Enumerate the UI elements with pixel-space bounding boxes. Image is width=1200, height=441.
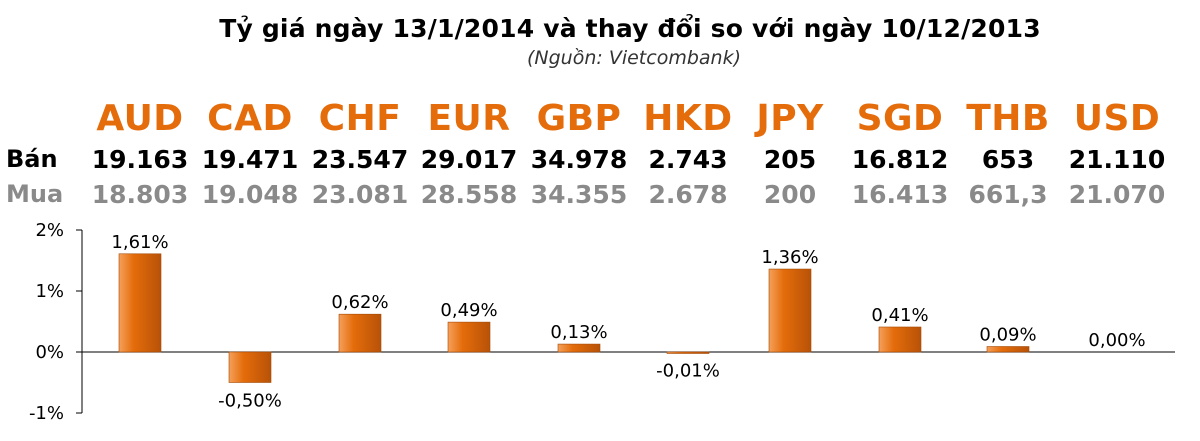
data-label-thb: 0,09% xyxy=(979,325,1036,346)
currency-code: EUR xyxy=(427,98,511,139)
bar-gbp xyxy=(557,343,601,353)
buy-rate: 21.070 xyxy=(1068,180,1166,209)
sell-row-label: Bán xyxy=(6,145,58,173)
data-label-eur: 0,49% xyxy=(440,300,497,321)
buy-rate: 2.678 xyxy=(648,180,728,209)
buy-rate: 16.413 xyxy=(851,180,949,209)
bar-sgd xyxy=(878,326,922,353)
currency-code: AUD xyxy=(96,98,184,139)
data-label-usd: 0,00% xyxy=(1088,330,1145,351)
currency-code: JPY xyxy=(756,98,824,139)
buy-rate: 23.081 xyxy=(311,180,409,209)
buy-rate: 19.048 xyxy=(201,180,299,209)
currency-code: CHF xyxy=(318,98,402,139)
currency-code: THB xyxy=(966,98,1050,139)
sell-rate: 16.812 xyxy=(851,145,949,174)
buy-rate: 34.355 xyxy=(530,180,628,209)
buy-rate: 200 xyxy=(763,180,817,209)
y-tick-label: 1% xyxy=(35,281,64,302)
bar-eur xyxy=(447,321,491,353)
sell-rate: 2.743 xyxy=(648,145,728,174)
sell-rate: 29.017 xyxy=(420,145,518,174)
currency-code: SGD xyxy=(856,98,944,139)
sell-rate: 23.547 xyxy=(311,145,409,174)
y-tick-label: 0% xyxy=(35,342,64,363)
data-label-hkd: -0,01% xyxy=(656,361,720,382)
buy-rate: 18.803 xyxy=(91,180,189,209)
currency-code: GBP xyxy=(536,98,622,139)
data-label-gbp: 0,13% xyxy=(550,322,607,343)
data-label-sgd: 0,41% xyxy=(871,305,928,326)
data-label-jpy: 1,36% xyxy=(761,247,818,268)
bar-jpy xyxy=(768,268,812,353)
sell-rate: 19.163 xyxy=(91,145,189,174)
bar-thb xyxy=(986,346,1030,353)
bar-chf xyxy=(338,313,382,353)
y-tick-label: -1% xyxy=(29,403,64,424)
chart-title: Tỷ giá ngày 13/1/2014 và thay đổi so với… xyxy=(219,14,1041,43)
data-label-chf: 0,62% xyxy=(331,292,388,313)
bar-hkd xyxy=(666,351,710,354)
chart-subtitle: (Nguồn: Vietcombank) xyxy=(527,47,741,69)
y-tick-label: 2% xyxy=(35,220,64,241)
sell-rate: 34.978 xyxy=(530,145,628,174)
currency-code: CAD xyxy=(207,98,293,139)
buy-rate: 661,3 xyxy=(968,180,1048,209)
sell-rate: 19.471 xyxy=(201,145,299,174)
currency-code: USD xyxy=(1073,98,1161,139)
sell-rate: 21.110 xyxy=(1068,145,1166,174)
sell-rate: 653 xyxy=(981,145,1035,174)
bar-aud xyxy=(118,253,162,353)
data-label-cad: -0,50% xyxy=(218,391,282,412)
buy-rate: 28.558 xyxy=(420,180,518,209)
buy-row-label: Mua xyxy=(6,180,64,208)
currency-code: HKD xyxy=(643,98,733,139)
sell-rate: 205 xyxy=(763,145,817,174)
data-label-aud: 1,61% xyxy=(111,232,168,253)
bar-cad xyxy=(228,351,272,383)
